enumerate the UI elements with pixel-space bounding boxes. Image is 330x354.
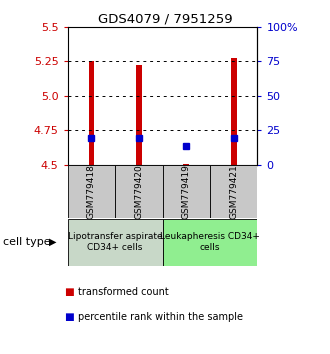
Bar <box>231 58 237 165</box>
Bar <box>115 165 163 218</box>
Text: Leukapheresis CD34+
cells: Leukapheresis CD34+ cells <box>160 233 260 252</box>
Text: ▶: ▶ <box>49 237 56 247</box>
Bar <box>163 165 210 218</box>
Text: GSM779419: GSM779419 <box>182 164 191 219</box>
Bar <box>68 165 115 218</box>
Text: GDS4079 / 7951259: GDS4079 / 7951259 <box>98 12 232 25</box>
Bar <box>163 219 257 266</box>
Text: GSM779421: GSM779421 <box>229 164 238 219</box>
Bar <box>210 165 257 218</box>
Bar <box>88 61 94 165</box>
Bar <box>183 164 189 165</box>
Text: percentile rank within the sample: percentile rank within the sample <box>78 312 243 322</box>
Bar <box>136 65 142 165</box>
Text: transformed count: transformed count <box>78 287 168 297</box>
Bar <box>68 219 163 266</box>
Text: GSM779420: GSM779420 <box>134 164 143 219</box>
Text: ■: ■ <box>64 312 74 322</box>
Text: GSM779418: GSM779418 <box>87 164 96 219</box>
Text: cell type: cell type <box>3 237 51 247</box>
Text: ■: ■ <box>64 287 74 297</box>
Text: Lipotransfer aspirate
CD34+ cells: Lipotransfer aspirate CD34+ cells <box>68 233 162 252</box>
